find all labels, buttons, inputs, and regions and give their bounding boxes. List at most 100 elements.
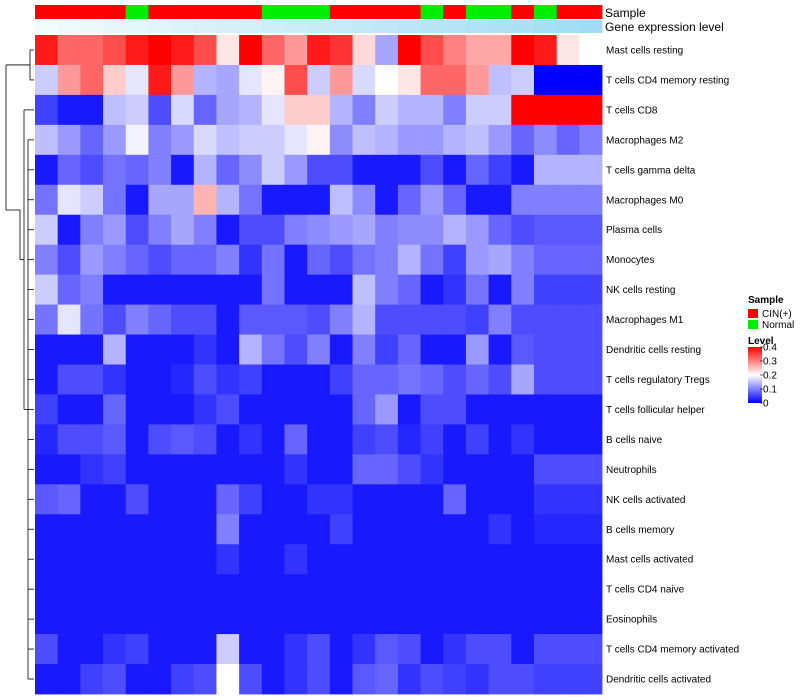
heatmap-cell (511, 154, 535, 186)
heatmap-cell (488, 64, 512, 96)
heatmap-cell (579, 604, 603, 635)
heatmap-cell (465, 274, 489, 305)
heatmap-cell (284, 64, 308, 96)
heatmap-cell (579, 664, 603, 695)
heatmap-cell (329, 244, 353, 276)
row-label: Macrophages M1 (606, 315, 684, 326)
row-label: Macrophages M2 (606, 135, 684, 146)
heatmap-cell (443, 304, 467, 335)
row-label: Monocytes (606, 255, 654, 266)
heatmap-cell (511, 274, 535, 305)
heatmap-cell (171, 514, 195, 545)
heatmap-cell (193, 214, 217, 246)
heatmap-cell (352, 604, 376, 635)
heatmap-cell (465, 214, 489, 246)
heatmap-cell (443, 184, 467, 216)
heatmap-cell (511, 484, 535, 515)
row-label: B cells naive (606, 435, 663, 446)
heatmap-cell (57, 304, 81, 335)
heatmap-cell (148, 574, 172, 605)
heatmap-cell (125, 214, 149, 246)
heatmap-cell (193, 274, 217, 305)
heatmap-cell (579, 35, 603, 66)
heatmap-cell (307, 184, 331, 216)
heatmap-cell (397, 574, 421, 605)
heatmap-cell (307, 364, 331, 395)
heatmap-cell (556, 64, 580, 96)
heatmap-cell (465, 454, 489, 485)
heatmap-cell (533, 214, 558, 246)
heatmap-cell (284, 154, 308, 186)
heatmap-cell (171, 364, 195, 395)
heatmap-cell (171, 604, 195, 635)
legend-swatch-cin (748, 309, 758, 318)
heatmap-cell (556, 124, 580, 156)
heatmap-cell (171, 484, 195, 515)
heatmap-cell (511, 214, 535, 246)
heatmap-cell (284, 484, 308, 515)
row-label: Plasma cells (606, 225, 662, 236)
heatmap-cell (171, 394, 195, 425)
heatmap-cell (375, 634, 399, 665)
heatmap-cell (329, 124, 353, 156)
heatmap-cell (443, 424, 467, 455)
heatmap-cell (579, 574, 603, 605)
heatmap-cell (284, 514, 308, 545)
heatmap-cell (556, 364, 580, 395)
row-label: Dendritic cells activated (606, 675, 711, 686)
heatmap-cell (375, 334, 399, 365)
heatmap-cell (148, 184, 172, 216)
expression-annotation-cell (261, 20, 285, 33)
heatmap-cell (80, 35, 104, 66)
heatmap-cell (533, 64, 558, 96)
heatmap-cell (216, 244, 240, 276)
heatmap-cell (284, 214, 308, 246)
heatmap-cell (329, 64, 353, 96)
heatmap-cell (216, 664, 240, 695)
row-label: T cells CD4 memory activated (606, 645, 739, 656)
heatmap-cell (533, 334, 558, 365)
sample-annotation-cell (556, 5, 580, 19)
heatmap-cell (284, 604, 308, 635)
heatmap-cell (329, 514, 353, 545)
sample-annotation-cell (511, 5, 535, 19)
row-label: Dendritic cells resting (606, 345, 701, 356)
heatmap-cell (352, 94, 376, 126)
heatmap-cell (125, 244, 149, 276)
legend-label-cin: CIN(+) (762, 309, 792, 320)
heatmap-cell (488, 664, 512, 695)
heatmap-cell (307, 334, 331, 365)
heatmap-cell (261, 64, 285, 96)
heatmap-cell (216, 484, 240, 515)
heatmap-cell (375, 35, 399, 66)
heatmap-cell (533, 514, 558, 545)
heatmap-cell (375, 244, 399, 276)
heatmap-cell (443, 35, 467, 66)
heatmap-cell (375, 184, 399, 216)
heatmap-cell (148, 214, 172, 246)
heatmap-cell (329, 304, 353, 335)
legend-level-tick-label: 0.2 (763, 371, 777, 382)
heatmap-cell (511, 184, 535, 216)
heatmap-cell (579, 154, 603, 186)
heatmap-cell (488, 394, 512, 425)
heatmap-cell (193, 304, 217, 335)
expression-annotation-cell (80, 20, 104, 33)
heatmap-cell (261, 574, 285, 605)
heatmap-cell (307, 484, 331, 515)
legend-level-tick-label: 0.3 (763, 357, 777, 368)
heatmap-cell (533, 364, 558, 395)
heatmap-cell (465, 574, 489, 605)
heatmap-cell (579, 634, 603, 665)
heatmap-cell (193, 154, 217, 186)
heatmap-cell (239, 154, 263, 186)
heatmap-cell (556, 274, 580, 305)
heatmap-cell (125, 64, 149, 96)
heatmap-cell (35, 484, 59, 515)
sample-annotation-cell (420, 5, 444, 19)
expression-annotation-cell (216, 20, 240, 33)
heatmap-cell (57, 244, 81, 276)
heatmap-cell (103, 64, 127, 96)
heatmap-cell (80, 214, 104, 246)
heatmap-cell (171, 94, 195, 126)
